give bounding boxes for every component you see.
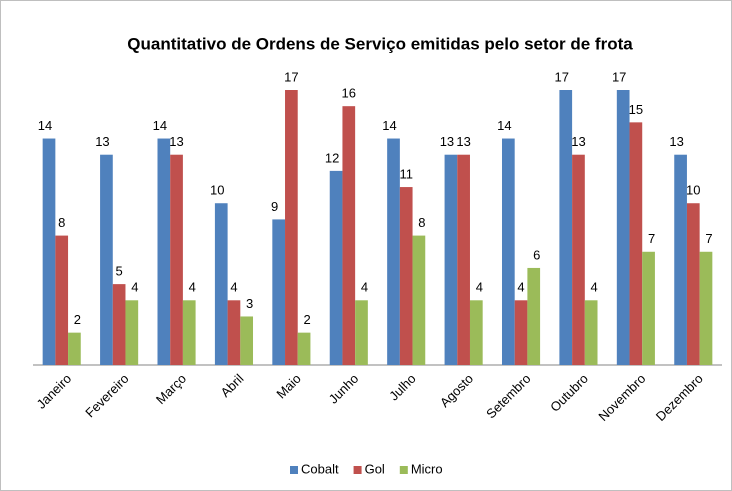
- bar: [642, 251, 655, 365]
- legend-label: Micro: [411, 461, 443, 476]
- data-label: 11: [399, 166, 413, 181]
- data-label: 13: [669, 134, 683, 149]
- data-label: 4: [591, 280, 598, 295]
- bar: [412, 235, 426, 365]
- data-label: 16: [342, 86, 356, 101]
- data-label: 7: [705, 231, 712, 246]
- bar: [514, 300, 528, 365]
- bar: [157, 138, 171, 365]
- bar: [170, 154, 183, 365]
- bar: [55, 235, 69, 365]
- bar: [342, 106, 356, 366]
- bar: [699, 251, 713, 365]
- bar: [572, 154, 585, 365]
- data-label: 5: [116, 264, 123, 279]
- bar: [112, 284, 126, 365]
- bar: [584, 300, 598, 365]
- bar: [355, 300, 368, 365]
- data-label: 4: [230, 280, 237, 295]
- data-label: 13: [571, 134, 585, 149]
- data-label: 14: [382, 118, 396, 133]
- bar: [240, 316, 254, 365]
- bar: [100, 154, 113, 365]
- bar: [674, 154, 687, 365]
- bar: [387, 138, 400, 365]
- data-label: 4: [131, 280, 138, 295]
- legend-label: Cobalt: [301, 461, 339, 476]
- bar: [457, 154, 470, 365]
- bar: [297, 332, 311, 365]
- data-label: 10: [210, 183, 224, 198]
- data-label: 2: [74, 312, 81, 327]
- bar: [272, 219, 286, 365]
- bar: [227, 300, 241, 365]
- bar: [214, 203, 228, 365]
- data-label: 15: [629, 102, 643, 117]
- data-label: 17: [284, 69, 298, 84]
- legend-swatch: [399, 466, 408, 474]
- bar: [182, 300, 196, 365]
- bar: [527, 267, 541, 365]
- data-label: 4: [361, 280, 368, 295]
- data-label: 8: [58, 215, 65, 230]
- data-label: 6: [533, 247, 540, 262]
- data-label: 4: [189, 280, 196, 295]
- data-label: 3: [246, 296, 253, 311]
- bar: [399, 187, 413, 365]
- data-label: 10: [686, 183, 700, 198]
- data-label: 14: [38, 118, 52, 133]
- bar: [444, 154, 458, 365]
- legend-swatch: [353, 466, 362, 474]
- legend-label: Gol: [365, 461, 385, 476]
- data-label: 13: [456, 134, 470, 149]
- data-label: 12: [325, 150, 339, 165]
- bar: [125, 300, 139, 365]
- data-label: 2: [303, 312, 310, 327]
- data-label: 4: [476, 280, 483, 295]
- data-label: 4: [517, 280, 524, 295]
- bar: [68, 332, 81, 365]
- data-label: 14: [153, 118, 167, 133]
- bar: [616, 90, 630, 365]
- bar: [501, 138, 515, 365]
- chart-title: Quantitativo de Ordens de Serviço emitid…: [127, 34, 633, 53]
- data-label: 17: [555, 69, 569, 84]
- data-label: 9: [271, 199, 278, 214]
- bar: [42, 138, 56, 365]
- bar: [329, 170, 343, 365]
- data-label: 14: [497, 118, 511, 133]
- bar: [629, 122, 643, 366]
- data-label: 13: [440, 134, 454, 149]
- bar: [559, 90, 573, 365]
- legend-swatch: [290, 466, 298, 474]
- data-label: 17: [612, 69, 626, 84]
- data-label: 7: [648, 231, 655, 246]
- data-label: 13: [95, 134, 109, 149]
- bar: [285, 90, 298, 365]
- bar: [686, 203, 700, 365]
- data-label: 13: [169, 134, 183, 149]
- bar: [469, 300, 483, 365]
- data-label: 8: [418, 215, 425, 230]
